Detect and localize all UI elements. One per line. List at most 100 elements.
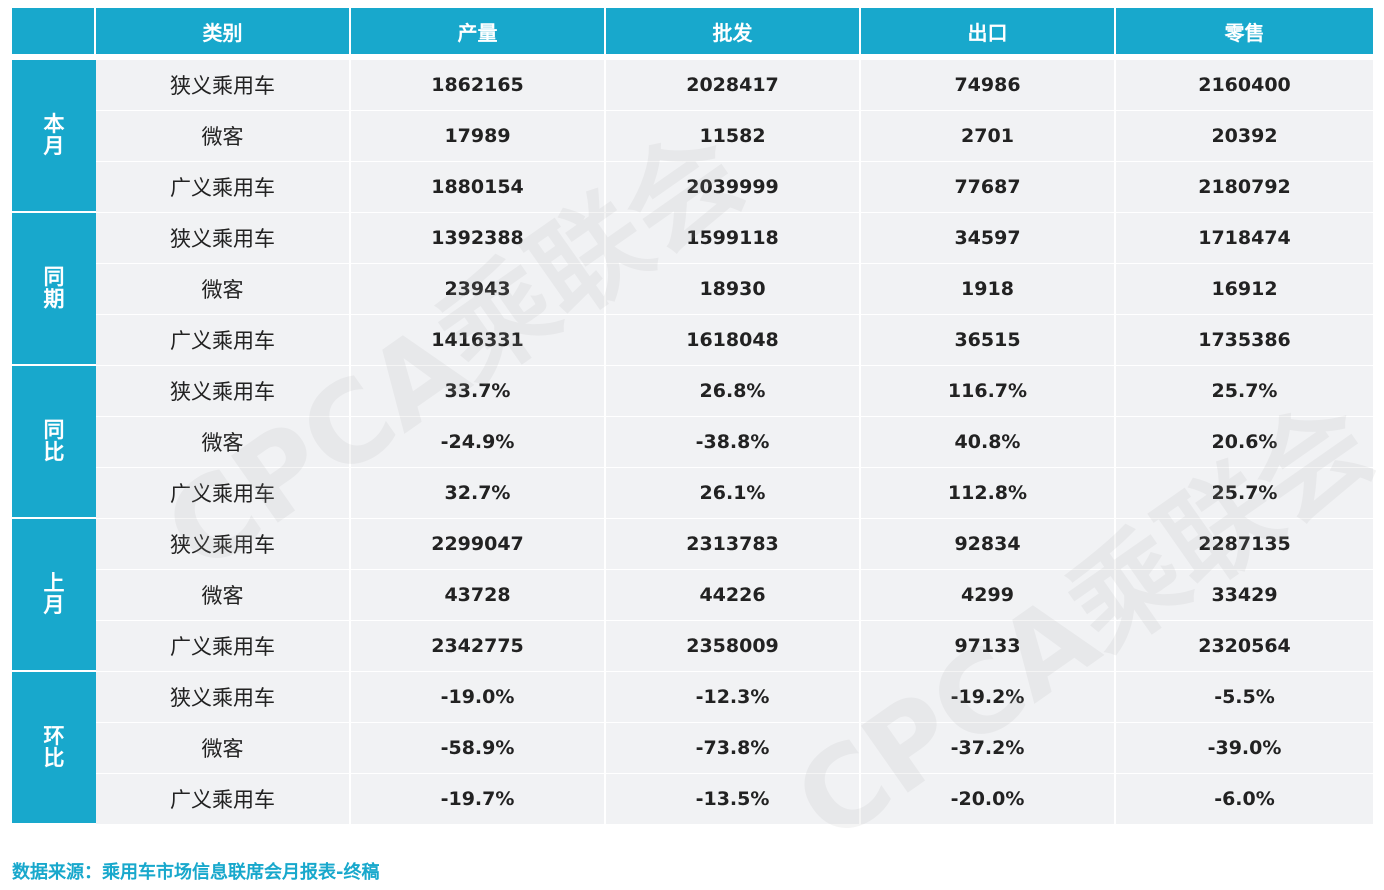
group-label-cell: 本月	[12, 60, 96, 213]
value-cell: -37.2%	[861, 723, 1116, 774]
value-cell: 92834	[861, 519, 1116, 570]
value-cell: -20.0%	[861, 774, 1116, 825]
table-row: 本月 狭义乘用车 1862165 2028417 74986 2160400	[12, 60, 1373, 213]
value-cell: -73.8%	[606, 723, 861, 774]
header-row: 类别 产量 批发 出口 零售	[12, 8, 1373, 54]
value-cell: 1416331	[351, 315, 606, 366]
category-cell: 广义乘用车	[96, 162, 351, 213]
table-row: 广义乘用车 2342775 2358009 97133 2320564	[12, 621, 1373, 672]
report-table-container: 类别 产量 批发 出口 零售 本月 狭义乘用车 1862165 2028417 7498…	[12, 8, 1373, 825]
table-row: 广义乘用车 32.7% 26.1% 112.8% 25.7%	[12, 468, 1373, 519]
category-cell: 狭义乘用车	[96, 366, 351, 417]
header-retail: 零售	[1116, 8, 1373, 54]
value-cell: 25.7%	[1116, 366, 1373, 417]
category-cell: 微客	[96, 570, 351, 621]
value-cell: 25.7%	[1116, 468, 1373, 519]
value-cell: 33429	[1116, 570, 1373, 621]
value-cell: 18930	[606, 264, 861, 315]
value-cell: 1618048	[606, 315, 861, 366]
table-row: 广义乘用车 1416331 1618048 36515 1735386	[12, 315, 1373, 366]
value-cell: 36515	[861, 315, 1116, 366]
table-row: 广义乘用车 -19.7% -13.5% -20.0% -6.0%	[12, 774, 1373, 825]
value-cell: 2160400	[1116, 60, 1373, 111]
value-cell: 33.7%	[351, 366, 606, 417]
value-cell: 2342775	[351, 621, 606, 672]
group-label: 同比	[43, 417, 65, 465]
category-cell: 微客	[96, 417, 351, 468]
value-cell: 26.8%	[606, 366, 861, 417]
table-row: 微客 23943 18930 1918 16912	[12, 264, 1373, 315]
value-cell: 17989	[351, 111, 606, 162]
category-cell: 微客	[96, 111, 351, 162]
value-cell: 2358009	[606, 621, 861, 672]
value-cell: 2039999	[606, 162, 861, 213]
category-cell: 广义乘用车	[96, 315, 351, 366]
table-body: 本月 狭义乘用车 1862165 2028417 74986 2160400 微客 17989…	[12, 60, 1373, 825]
category-cell: 微客	[96, 723, 351, 774]
value-cell: 2701	[861, 111, 1116, 162]
value-cell: 26.1%	[606, 468, 861, 519]
value-cell: 40.8%	[861, 417, 1116, 468]
value-cell: -58.9%	[351, 723, 606, 774]
value-cell: 2320564	[1116, 621, 1373, 672]
group-label-cell: 同期	[12, 213, 96, 366]
header-gap	[12, 54, 1373, 60]
value-cell: 112.8%	[861, 468, 1116, 519]
category-cell: 广义乘用车	[96, 468, 351, 519]
category-cell: 狭义乘用车	[96, 519, 351, 570]
table-row: 微客 -58.9% -73.8% -37.2% -39.0%	[12, 723, 1373, 774]
value-cell: 4299	[861, 570, 1116, 621]
value-cell: 1735386	[1116, 315, 1373, 366]
header-corner	[12, 8, 96, 54]
category-cell: 微客	[96, 264, 351, 315]
value-cell: 23943	[351, 264, 606, 315]
value-cell: 2299047	[351, 519, 606, 570]
table-row: 广义乘用车 1880154 2039999 77687 2180792	[12, 162, 1373, 213]
table-row: 上月 狭义乘用车 2299047 2313783 92834 2287135	[12, 519, 1373, 672]
table-row: 同期 狭义乘用车 1392388 1599118 34597 1718474	[12, 213, 1373, 366]
value-cell: 2287135	[1116, 519, 1373, 570]
value-cell: -24.9%	[351, 417, 606, 468]
value-cell: -13.5%	[606, 774, 861, 825]
value-cell: 44226	[606, 570, 861, 621]
group-label: 同期	[43, 264, 65, 312]
value-cell: 20.6%	[1116, 417, 1373, 468]
source-note: 数据来源：乘用车市场信息联席会月报表-终稿	[12, 862, 380, 883]
value-cell: 74986	[861, 60, 1116, 111]
category-cell: 狭义乘用车	[96, 213, 351, 264]
header-export: 出口	[861, 8, 1116, 54]
table-row: 微客 -24.9% -38.8% 40.8% 20.6%	[12, 417, 1373, 468]
table-row: 环比 狭义乘用车 -19.0% -12.3% -19.2% -5.5%	[12, 672, 1373, 825]
table-row: 微客 17989 11582 2701 20392	[12, 111, 1373, 162]
category-cell: 狭义乘用车	[96, 60, 351, 111]
group-label-cell: 上月	[12, 519, 96, 672]
value-cell: 1718474	[1116, 213, 1373, 264]
value-cell: -12.3%	[606, 672, 861, 723]
value-cell: -39.0%	[1116, 723, 1373, 774]
category-cell: 广义乘用车	[96, 774, 351, 825]
group-label-cell: 同比	[12, 366, 96, 519]
value-cell: 77687	[861, 162, 1116, 213]
table-row: 微客 43728 44226 4299 33429	[12, 570, 1373, 621]
value-cell: -6.0%	[1116, 774, 1373, 825]
group-label: 本月	[43, 111, 65, 159]
value-cell: 1599118	[606, 213, 861, 264]
value-cell: 32.7%	[351, 468, 606, 519]
value-cell: -19.2%	[861, 672, 1116, 723]
value-cell: 11582	[606, 111, 861, 162]
table-row: 同比 狭义乘用车 33.7% 26.8% 116.7% 25.7%	[12, 366, 1373, 519]
header-category: 类别	[96, 8, 351, 54]
value-cell: 2313783	[606, 519, 861, 570]
category-cell: 广义乘用车	[96, 621, 351, 672]
value-cell: 20392	[1116, 111, 1373, 162]
group-label: 环比	[43, 723, 65, 771]
value-cell: -19.7%	[351, 774, 606, 825]
value-cell: 1862165	[351, 60, 606, 111]
value-cell: 97133	[861, 621, 1116, 672]
value-cell: 1880154	[351, 162, 606, 213]
value-cell: 116.7%	[861, 366, 1116, 417]
value-cell: -5.5%	[1116, 672, 1373, 723]
value-cell: -38.8%	[606, 417, 861, 468]
value-cell: 2028417	[606, 60, 861, 111]
value-cell: 2180792	[1116, 162, 1373, 213]
